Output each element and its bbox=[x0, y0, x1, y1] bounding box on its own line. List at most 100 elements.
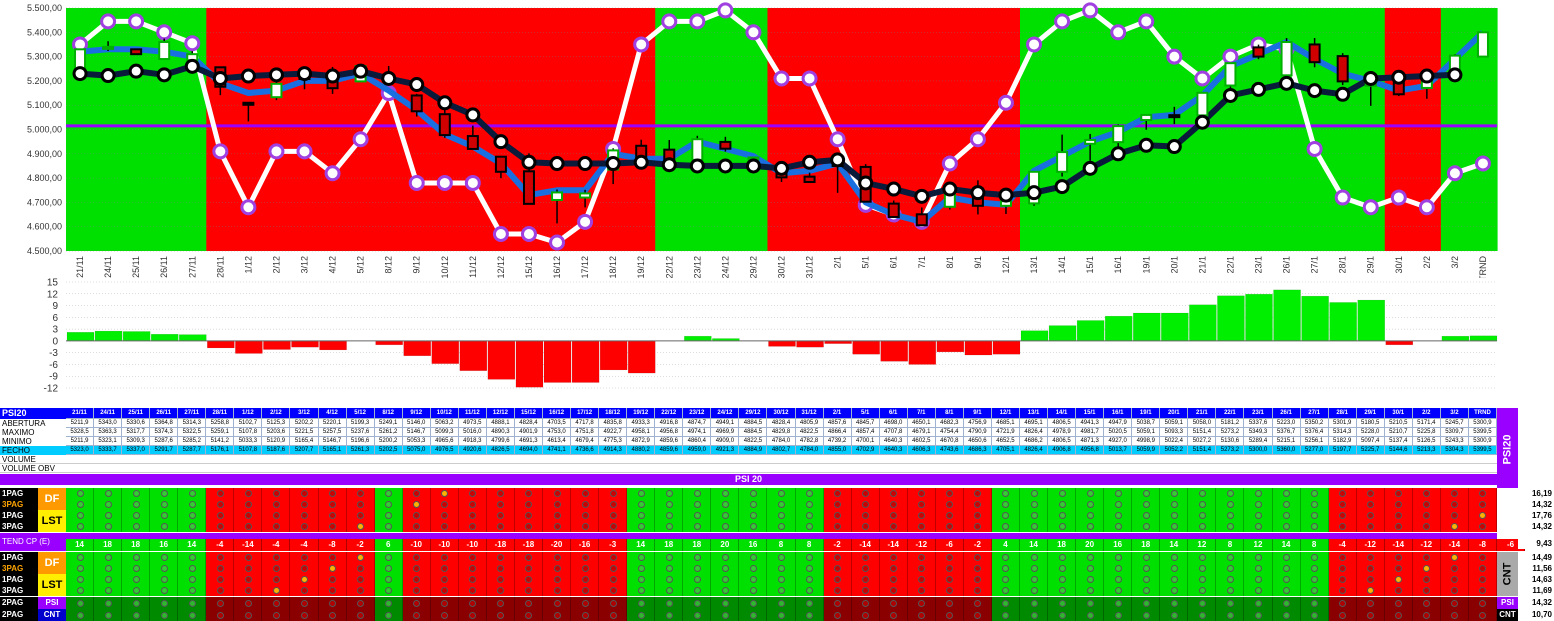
bottom-dot bbox=[778, 599, 785, 607]
cell-fecho: 5202,5 bbox=[374, 446, 403, 455]
candle-body bbox=[1252, 46, 1265, 58]
row-label-fecho: FECHO bbox=[0, 446, 66, 455]
osc-bar bbox=[880, 340, 909, 362]
overlay-point bbox=[1026, 36, 1043, 53]
close-point bbox=[886, 181, 902, 197]
cell-minimo: 4691,3 bbox=[514, 437, 543, 446]
cell-maximo: 4969,9 bbox=[711, 428, 740, 437]
date-header: 27/1 bbox=[1300, 408, 1329, 419]
signal-dot bbox=[806, 501, 814, 508]
signal-dot bbox=[1367, 576, 1375, 583]
cell-fecho: 5360,0 bbox=[1272, 446, 1301, 455]
tend-value: 8 bbox=[1300, 539, 1329, 551]
signal-dot bbox=[609, 587, 617, 594]
date-header: 2/1 bbox=[823, 408, 852, 419]
x-tick-label: 23/12 bbox=[692, 256, 702, 278]
osc-bar bbox=[375, 340, 403, 346]
cell-abertura: 5220,1 bbox=[318, 419, 347, 428]
signal-dot bbox=[806, 554, 814, 561]
candle-body bbox=[1308, 43, 1321, 64]
signal-dot bbox=[469, 587, 477, 594]
cell-fecho: 4802,7 bbox=[767, 446, 796, 455]
tend-value: 16 bbox=[739, 539, 768, 551]
cell-minimo: 5300,9 bbox=[1468, 437, 1497, 446]
bottom-dot bbox=[1283, 599, 1291, 607]
cell-minimo: 5120,9 bbox=[262, 437, 291, 446]
signal-dot bbox=[76, 512, 84, 519]
bottom-dot bbox=[1339, 599, 1347, 607]
signal-dot bbox=[272, 512, 280, 519]
tend-value: 18 bbox=[122, 539, 151, 551]
close-point bbox=[1082, 160, 1098, 176]
signal-dot bbox=[413, 576, 421, 583]
signal-dot bbox=[749, 576, 757, 583]
close-point bbox=[437, 95, 453, 111]
close-point bbox=[1447, 67, 1463, 83]
date-header: 8/1 bbox=[935, 408, 964, 419]
cell-fecho: 4826,5 bbox=[486, 446, 515, 455]
tend-value: -14 bbox=[1440, 539, 1469, 551]
signal-dot bbox=[721, 490, 729, 497]
overlay-point bbox=[1306, 140, 1323, 157]
price-chart: 4.500,00 4.600,00 4.700,00 4.800,00 4.900,00… bbox=[27, 2, 1498, 278]
osc-bar bbox=[1469, 335, 1498, 342]
signal-dot bbox=[890, 565, 898, 572]
cell-abertura: 5059,1 bbox=[1160, 419, 1189, 428]
date-header: 15/1 bbox=[1076, 408, 1105, 419]
signal-dot bbox=[693, 523, 701, 530]
x-tick-label: 16/1 bbox=[1113, 256, 1123, 274]
signal-dot bbox=[1030, 587, 1038, 594]
right-value: 11,56 bbox=[1518, 563, 1554, 574]
signal-dot bbox=[862, 565, 870, 572]
signal-dot bbox=[581, 554, 589, 561]
signal-dot bbox=[1311, 523, 1319, 530]
signal-dot bbox=[1451, 576, 1459, 583]
right-tag-cnt: CNT bbox=[1497, 609, 1518, 621]
cell-abertura: 4756,9 bbox=[963, 419, 992, 428]
right-value: 14,32 bbox=[1518, 597, 1554, 608]
x-tick-label: 8/1 bbox=[945, 256, 955, 269]
cell-maximo: 5225,8 bbox=[1412, 428, 1441, 437]
side-label-cnt: CNT bbox=[1501, 562, 1514, 586]
cell-maximo: 5317,7 bbox=[122, 428, 151, 437]
close-point bbox=[633, 154, 649, 170]
signal-dot bbox=[132, 554, 140, 561]
overlay-point bbox=[1166, 48, 1183, 65]
date-header: 19/1 bbox=[1132, 408, 1161, 419]
signal-dot bbox=[946, 587, 954, 594]
signal-dot bbox=[890, 554, 898, 561]
bottom-dot bbox=[581, 599, 589, 607]
signal-dot bbox=[385, 512, 393, 519]
x-tick-label: 8/12 bbox=[384, 256, 394, 274]
cell-fecho: 4736,6 bbox=[571, 446, 600, 455]
side-panel-psi bbox=[1497, 408, 1518, 488]
signal-dot bbox=[385, 501, 393, 508]
regime-band bbox=[206, 8, 235, 251]
cell-maximo: 5020,5 bbox=[1104, 428, 1133, 437]
cell-maximo: 4754,4 bbox=[935, 428, 964, 437]
signal-dot bbox=[665, 490, 673, 497]
signal-dot bbox=[974, 523, 982, 530]
bottom-dot bbox=[1226, 599, 1234, 607]
bottom-dot bbox=[890, 611, 898, 619]
signal-dot bbox=[665, 501, 673, 508]
signal-dot bbox=[974, 501, 982, 508]
close-point bbox=[802, 154, 818, 170]
signal-dot bbox=[693, 576, 701, 583]
signal-dot bbox=[216, 512, 224, 519]
signal-dot bbox=[188, 554, 196, 561]
cell-fecho: 4921,3 bbox=[711, 446, 740, 455]
close-point bbox=[1251, 81, 1266, 97]
bottom-dot bbox=[1198, 599, 1206, 607]
cell-abertura: 5258,8 bbox=[206, 419, 235, 428]
close-point bbox=[353, 63, 369, 79]
signal-dot bbox=[104, 565, 112, 572]
signal-dot bbox=[1086, 565, 1094, 572]
signal-dot bbox=[1142, 554, 1150, 561]
signal-dot bbox=[1226, 501, 1234, 508]
signal-dot bbox=[1423, 576, 1431, 583]
signal-dot bbox=[132, 490, 140, 497]
signal-dot bbox=[778, 490, 785, 497]
bottom-dot bbox=[1058, 599, 1066, 607]
